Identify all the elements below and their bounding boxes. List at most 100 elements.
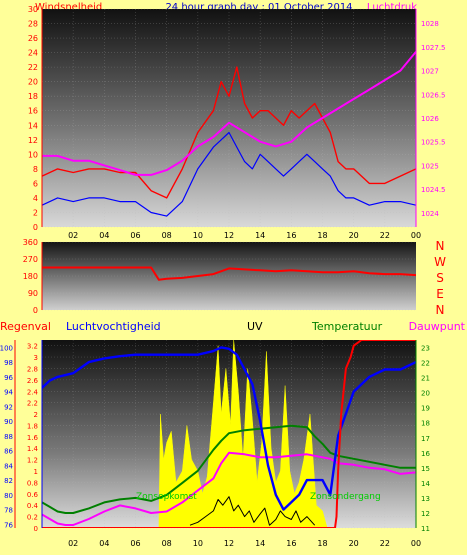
panel-1-series <box>42 51 416 217</box>
tick-temp-11: 11 <box>421 525 430 533</box>
tick-rain-1.6: 1.6 <box>27 434 39 442</box>
tick-x-top-00: 00 <box>411 231 421 240</box>
tick-left-14: 14 <box>28 121 38 130</box>
tick-left-16: 16 <box>28 107 38 116</box>
dir-label-W: W <box>434 255 446 269</box>
tick-temp-22: 22 <box>421 360 430 368</box>
tick-right-1025: 1025 <box>421 162 439 170</box>
tick-left-4: 4 <box>33 194 38 203</box>
tick-left-6: 6 <box>33 179 38 188</box>
tick-dir-360: 360 <box>23 238 38 247</box>
tick-right-1026.5: 1026.5 <box>421 91 446 99</box>
tick-rain-1: 1 <box>34 468 38 476</box>
tick-x-bottom-04: 04 <box>99 539 109 548</box>
tick-rain-1.2: 1.2 <box>27 457 38 465</box>
tick-humidity-96: 96 <box>4 374 13 382</box>
tick-x-bottom-18: 18 <box>317 539 327 548</box>
tick-temp-20: 20 <box>421 390 430 398</box>
panel-3-temperature-axis: 11 12 13 14 15 16 17 18 19 20 21 22 23 <box>421 345 430 533</box>
label-dewpoint: Dauwpunt <box>409 320 466 333</box>
series-humidity <box>42 346 416 511</box>
label-temperature: Temperatuur <box>311 320 383 333</box>
tick-x-top-10: 10 <box>193 231 203 240</box>
tick-left-28: 28 <box>28 20 38 29</box>
tick-x-top-16: 16 <box>286 231 296 240</box>
series-uv <box>158 340 328 528</box>
panel-wind-pressure <box>42 9 416 227</box>
tick-dir-180: 180 <box>23 272 38 281</box>
tick-x-top-14: 14 <box>255 231 265 240</box>
series-dewpoint <box>42 451 416 526</box>
series-rain <box>42 340 416 528</box>
tick-rain-1.4: 1.4 <box>27 445 39 453</box>
tick-temp-18: 18 <box>421 420 430 428</box>
tick-x-bottom-00: 00 <box>411 539 421 548</box>
tick-right-1027: 1027 <box>421 68 439 76</box>
panel-2-series <box>42 266 416 281</box>
tick-humidity-82: 82 <box>4 477 13 485</box>
tick-x-bottom-22: 22 <box>380 539 390 548</box>
panel-3-rain-axis: 0 0.2 0.4 0.6 0.8 1 1.2 1.4 1.6 1.8 2 2.2 2.4 2.6 2.8 3… <box>27 343 39 533</box>
tick-x-top-12: 12 <box>224 231 234 240</box>
dir-label-N: N <box>436 303 445 317</box>
tick-humidity-78: 78 <box>4 507 13 515</box>
tick-left-20: 20 <box>28 78 38 87</box>
tick-temp-16: 16 <box>421 450 430 458</box>
tick-x-top-22: 22 <box>380 231 390 240</box>
tick-rain-1.8: 1.8 <box>27 422 38 430</box>
header-left-label: Windsnelheid <box>35 2 102 13</box>
tick-x-bottom-06: 06 <box>130 539 140 548</box>
dir-label-E: E <box>436 287 444 301</box>
panel-3-humidity-axis: 76 78 80 82 84 86 88 90 92 94 96 98 100 <box>0 344 14 529</box>
header-right-label: Luchtdruk <box>367 2 417 13</box>
tick-temp-19: 19 <box>421 405 430 413</box>
panel-1-right-axis: 1024 1024.5 1025 1025.5 1026 1026.5 1027 1027.5… <box>421 20 446 218</box>
label-rain: Regenval <box>0 320 51 333</box>
panel-2-grid <box>42 241 416 311</box>
series-wind-direction <box>42 266 416 281</box>
series-temperature <box>42 424 416 514</box>
label-humidity: Luchtvochtigheid <box>66 320 161 333</box>
label-sunrise: Zonsopkomst <box>136 492 197 502</box>
tick-rain-2.4: 2.4 <box>27 388 39 396</box>
tick-x-top-02: 02 <box>68 231 78 240</box>
tick-humidity-86: 86 <box>4 448 13 456</box>
tick-humidity-92: 92 <box>4 403 13 411</box>
tick-temp-15: 15 <box>421 465 430 473</box>
tick-x-top-06: 06 <box>130 231 140 240</box>
tick-temp-17: 17 <box>421 435 430 443</box>
tick-rain-2.8: 2.8 <box>27 365 38 373</box>
series-pressure <box>42 51 416 176</box>
panel-3-series <box>42 340 416 528</box>
tick-x-bottom-16: 16 <box>286 539 296 548</box>
series-gust <box>42 131 416 217</box>
tick-x-bottom-02: 02 <box>68 539 78 548</box>
tick-rain-0.6: 0.6 <box>27 491 39 499</box>
tick-rain-2.6: 2.6 <box>27 377 39 385</box>
tick-left-26: 26 <box>28 34 38 43</box>
tick-humidity-84: 84 <box>4 462 13 470</box>
tick-dir-270: 270 <box>23 255 38 264</box>
tick-x-bottom-20: 20 <box>349 539 359 548</box>
header-title: 24 hour graph day : 01 October 2014 <box>165 2 352 13</box>
tick-left-2: 2 <box>33 208 38 217</box>
tick-left-10: 10 <box>28 150 38 159</box>
tick-humidity-88: 88 <box>4 433 13 441</box>
panel-wind-direction <box>42 242 416 310</box>
label-sunset: Zonsondergang <box>310 492 381 502</box>
tick-x-top-08: 08 <box>162 231 172 240</box>
tick-left-0: 0 <box>33 223 38 232</box>
tick-right-1028: 1028 <box>421 20 439 28</box>
tick-left-8: 8 <box>33 165 38 174</box>
label-uv: UV <box>247 320 263 333</box>
tick-dir-90: 90 <box>28 289 38 298</box>
tick-humidity-100: 100 <box>0 344 13 352</box>
tick-right-1024: 1024 <box>421 210 439 218</box>
tick-x-bottom-10: 10 <box>193 539 203 548</box>
panel-3-x-axis: 02 04 06 08 10 12 14 16 18 20 22 00 <box>68 539 421 548</box>
tick-temp-12: 12 <box>421 510 430 518</box>
tick-left-24: 24 <box>28 49 38 58</box>
tick-rain-3.2: 3.2 <box>27 343 38 351</box>
